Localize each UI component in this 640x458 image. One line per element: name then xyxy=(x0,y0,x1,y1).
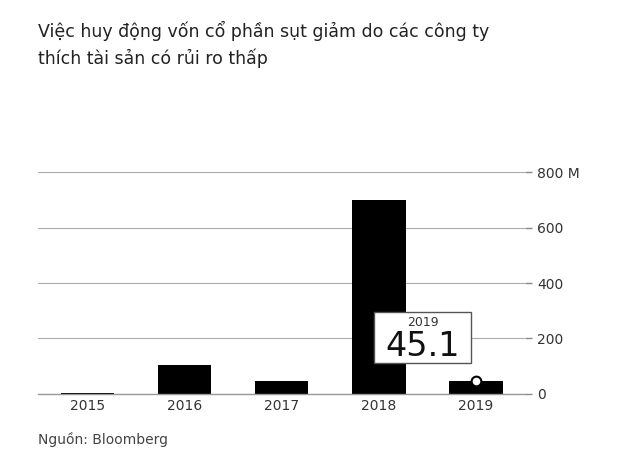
Text: 45.1: 45.1 xyxy=(385,330,460,363)
Bar xyxy=(157,365,211,394)
Bar xyxy=(352,200,406,394)
Bar xyxy=(449,382,502,394)
Bar xyxy=(255,381,308,394)
Bar xyxy=(61,393,114,394)
Text: thích tài sản có rủi ro thấp: thích tài sản có rủi ro thấp xyxy=(38,48,268,68)
Text: 2019: 2019 xyxy=(406,316,438,329)
Text: Nguồn: Bloomberg: Nguồn: Bloomberg xyxy=(38,431,168,447)
FancyBboxPatch shape xyxy=(374,312,471,363)
Text: Việc huy động vốn cổ phần sụt giảm do các công ty: Việc huy động vốn cổ phần sụt giảm do cá… xyxy=(38,21,490,41)
